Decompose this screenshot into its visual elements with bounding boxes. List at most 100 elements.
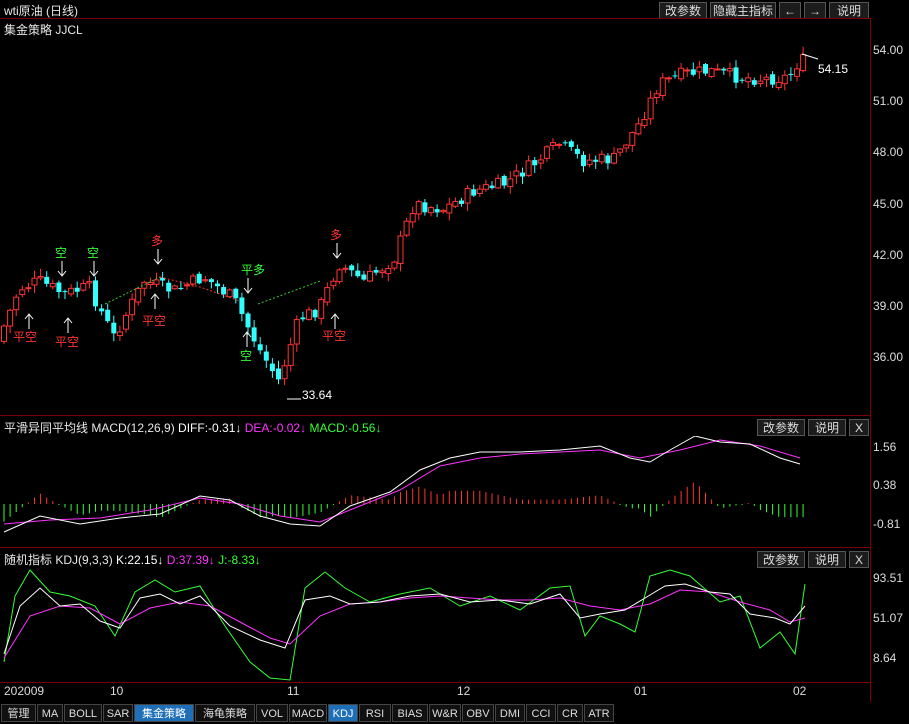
candle [245, 313, 251, 328]
arrow-right-icon[interactable]: → [804, 2, 826, 19]
change-params-button[interactable]: 改参数 [659, 2, 707, 19]
x-tick: 12 [457, 684, 471, 698]
macd-close-icon[interactable]: X [849, 419, 869, 436]
candle [287, 344, 294, 366]
macd-diff-value: DIFF:-0.31↓ [178, 421, 242, 435]
candle [62, 291, 68, 293]
tab-macd[interactable]: MACD [289, 704, 327, 722]
tab-ma[interactable]: MA [37, 704, 63, 722]
candle [428, 207, 434, 214]
tab-sar[interactable]: SAR [103, 704, 133, 722]
candle [171, 285, 178, 290]
cover-short-signal: 平空 [13, 330, 37, 344]
candle [178, 287, 184, 289]
candlestick-chart[interactable]: 54.15 33.64 空 空 多 平多 多 平空 平空 平空 空 平空 [0, 19, 870, 415]
last-price-label: 54.15 [818, 62, 848, 76]
main-y-tick: 48.00 [873, 145, 904, 159]
candle [166, 282, 172, 292]
low-price-label: 33.64 [302, 388, 332, 402]
candle [471, 189, 477, 196]
hide-main-indicator-button[interactable]: 隐藏主指标 [710, 2, 776, 19]
candle [257, 344, 263, 351]
macd-change-params-button[interactable]: 改参数 [757, 419, 805, 436]
candle [629, 132, 636, 146]
candle [800, 54, 807, 72]
macd-help-button[interactable]: 说明 [808, 419, 846, 436]
candle [672, 75, 678, 77]
main-y-tick: 45.00 [873, 197, 904, 211]
candle [543, 146, 550, 159]
candle [129, 298, 136, 316]
tab-boll[interactable]: BOLL [64, 704, 102, 722]
candle [726, 68, 733, 72]
kdj-chart[interactable] [0, 566, 870, 682]
candle [537, 159, 544, 164]
tab-cr[interactable]: CR [557, 704, 583, 722]
x-tick: 10 [110, 684, 124, 698]
candle [476, 188, 483, 195]
macd-chart[interactable] [0, 436, 870, 546]
candle [160, 277, 166, 281]
long-signal: 多 [330, 228, 342, 242]
candle [233, 288, 239, 299]
tab-cci[interactable]: CCI [526, 704, 556, 722]
kdj-d-value: D:37.39↓ [166, 553, 215, 567]
candle [605, 155, 611, 164]
tab-obv[interactable]: OBV [462, 704, 494, 722]
candle [501, 175, 507, 186]
candle [690, 69, 696, 75]
candle [263, 351, 269, 361]
tab-vol[interactable]: VOL [256, 704, 288, 722]
kdj-j-value: J:-8.33↓ [218, 553, 261, 567]
tab-bias[interactable]: BIAS [392, 704, 428, 722]
candle [422, 202, 428, 213]
candle [330, 280, 337, 287]
k-line [3, 583, 806, 655]
macd-dea-value: DEA:-0.02↓ [244, 421, 307, 435]
main-y-tick: 51.00 [873, 94, 904, 108]
main-y-tick: 36.00 [873, 350, 904, 364]
candle [659, 77, 666, 97]
long-signal: 多 [151, 234, 163, 248]
kdj-help-button[interactable]: 说明 [808, 551, 846, 568]
kdj-change-params-button[interactable]: 改参数 [757, 551, 805, 568]
candle [324, 287, 331, 303]
candle [751, 80, 757, 85]
candle [446, 203, 453, 214]
tab-jjcl[interactable]: 集金策略 [134, 704, 194, 722]
candle [99, 308, 105, 312]
kdj-header: 随机指标 KDJ(9,3,3) K:22.15↓ D:37.39↓ J:-8.3… [4, 551, 261, 568]
tab-dmi[interactable]: DMI [495, 704, 525, 722]
macd-header: 平滑异同平均线 MACD(12,26,9) DIFF:-0.31↓ DEA:-0… [4, 419, 381, 436]
candle [379, 270, 386, 274]
kdj-close-icon[interactable]: X [849, 551, 869, 568]
arrow-left-icon[interactable]: ← [779, 2, 801, 19]
tab-wr[interactable]: W&R [429, 704, 461, 722]
candle [123, 314, 129, 330]
kdj-k-value: K:22.15↓ [116, 553, 164, 567]
candle [86, 280, 93, 284]
candle [300, 317, 306, 320]
tab-rsi[interactable]: RSI [359, 704, 391, 722]
candle [598, 153, 605, 163]
candle [251, 327, 257, 342]
kdj-name: 随机指标 KDJ(9,3,3) [4, 553, 113, 567]
tab-manage[interactable]: 管理 [1, 704, 36, 722]
candle [141, 281, 148, 289]
candle [415, 201, 422, 215]
candle [611, 152, 617, 164]
tab-turtle[interactable]: 海龟策略 [195, 704, 255, 722]
x-tick: 202009 [4, 684, 45, 698]
candle [135, 288, 142, 303]
tab-atr[interactable]: ATR [584, 704, 614, 722]
candle [459, 200, 464, 204]
candle [721, 68, 727, 71]
candle [593, 159, 599, 162]
candle [464, 188, 471, 204]
tab-kdj[interactable]: KDJ [328, 704, 358, 722]
candle [397, 235, 404, 264]
candle [586, 159, 593, 166]
kdj-y-tick: 51.07 [873, 611, 904, 625]
help-button[interactable]: 说明 [829, 2, 869, 19]
short-signal: 空 [55, 246, 67, 260]
